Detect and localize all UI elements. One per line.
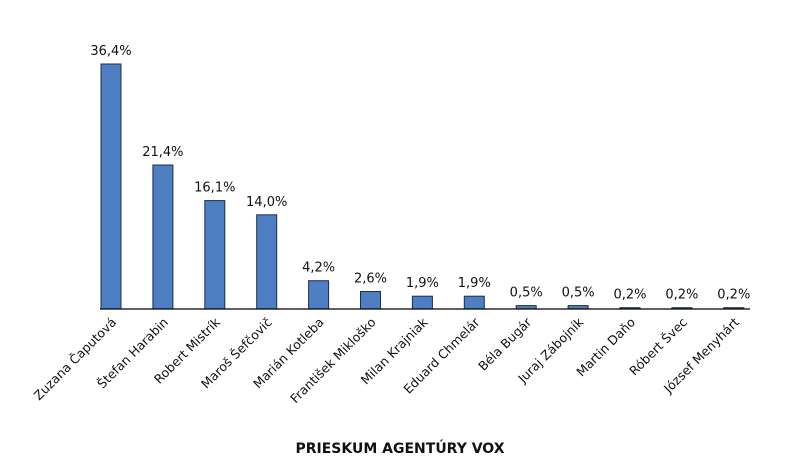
- value-label-5: 2,6%: [354, 272, 387, 287]
- value-label-2: 16,1%: [194, 181, 235, 196]
- value-label-8: 0,5%: [510, 286, 543, 301]
- value-label-10: 0,2%: [613, 288, 646, 303]
- value-label-3: 14,0%: [246, 195, 287, 210]
- value-label-0: 36,4%: [90, 44, 131, 59]
- bar-0: [100, 63, 122, 310]
- value-label-12: 0,2%: [717, 288, 750, 303]
- bars-group: [100, 63, 745, 310]
- bar-1: [152, 164, 174, 310]
- bar-4: [308, 280, 330, 310]
- bar-7: [463, 295, 485, 310]
- chart-title: PRIESKUM AGENTÚRY VOX: [295, 441, 505, 457]
- category-label-5: František Mikloško: [287, 315, 378, 406]
- bar-6: [411, 295, 433, 310]
- bar-5: [360, 291, 381, 310]
- value-label-11: 0,2%: [665, 288, 698, 303]
- value-label-1: 21,4%: [142, 145, 183, 160]
- value-labels-group: 36,4% 21,4% 16,1% 14,0% 4,2% 2,6% 1,9% 1,9% 0,5%…: [90, 44, 750, 303]
- bar-3: [256, 214, 278, 310]
- value-label-4: 4,2%: [302, 261, 335, 276]
- value-label-9: 0,5%: [562, 286, 595, 301]
- value-label-6: 1,9%: [406, 276, 439, 291]
- bar-2: [204, 200, 226, 310]
- value-label-7: 1,9%: [458, 276, 491, 291]
